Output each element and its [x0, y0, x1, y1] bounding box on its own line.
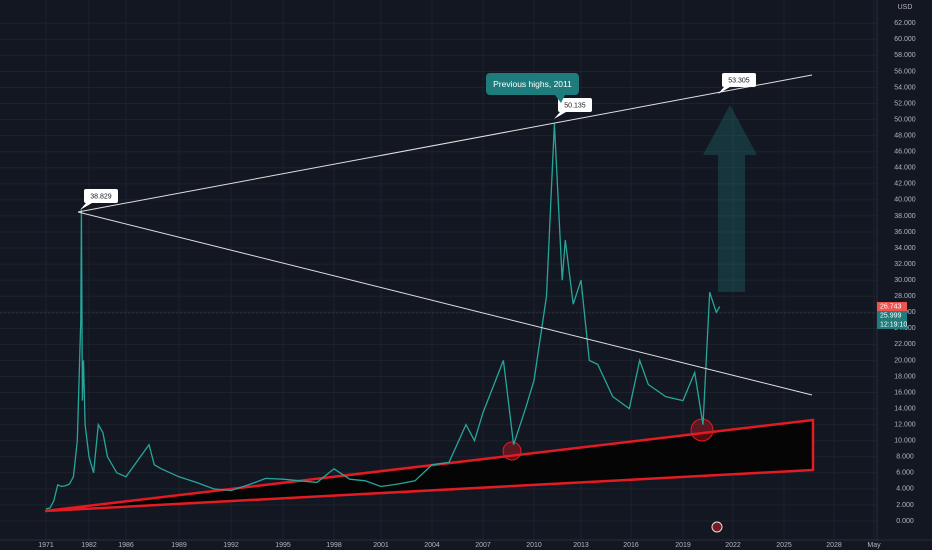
y-tick-label: 38.000: [894, 213, 916, 220]
callout-text: 38.829: [90, 193, 112, 200]
callout-tail: [555, 95, 565, 103]
y-tick-label: 54.000: [894, 84, 916, 91]
x-tick-label: 2007: [475, 542, 491, 549]
price-label-box: [877, 311, 907, 320]
y-tick-label: 28.000: [894, 293, 916, 300]
callout-box: [486, 73, 579, 95]
y-tick-label: 40.000: [894, 197, 916, 204]
resistance-line: [77, 74, 813, 213]
y-tick-label: 60.000: [894, 36, 916, 43]
trend-line: [77, 211, 813, 396]
y-tick-label: 2.000: [896, 502, 914, 509]
y-tick-label: 4.000: [896, 486, 914, 493]
y-tick-label: 50.000: [894, 116, 916, 123]
y-tick-label: 30.000: [894, 277, 916, 284]
callout: 50.135: [554, 98, 592, 119]
x-tick-label: 1992: [223, 542, 239, 549]
touch-circle: [502, 441, 522, 461]
y-tick-label: 48.000: [894, 133, 916, 140]
y-tick-label: 42.000: [894, 181, 916, 188]
callout-tail: [718, 87, 730, 94]
y-tick-label: 32.000: [894, 261, 916, 268]
callout: 53.305: [718, 73, 756, 94]
y-tick-label: 52.000: [894, 100, 916, 107]
callout-text: 53.305: [728, 77, 750, 84]
y-axis: 0.000 2.000 4.000 6.000 8.000 10.000 12.000 14.…: [38, 20, 916, 549]
support-line: [44, 419, 814, 512]
y-tick-label: 10.000: [894, 438, 916, 445]
callout-tail: [554, 112, 566, 119]
x-tick-label: 1986: [118, 542, 134, 549]
y-tick-label: 14.000: [894, 405, 916, 412]
y-tick-label: 56.000: [894, 68, 916, 75]
y-tick-label: 8.000: [896, 454, 914, 461]
callout-box: [558, 98, 592, 112]
price-label-box: [877, 320, 907, 329]
y-tick-label: 16.000: [894, 389, 916, 396]
x-tick-label: 2001: [373, 542, 389, 549]
target-arrow: [703, 105, 757, 292]
callout-box: [84, 189, 118, 203]
y-tick-label: 34.000: [894, 245, 916, 252]
x-tick-label: 2028: [826, 542, 842, 549]
y-tick-label: 12.000: [894, 421, 916, 428]
x-tick-label: 1998: [326, 542, 342, 549]
x-tick-label: 1995: [275, 542, 291, 549]
price-line: [45, 123, 721, 510]
y-tick-label: 6.000: [896, 470, 914, 477]
callout: 38.829: [80, 189, 118, 210]
y-tick-label: 18.000: [894, 373, 916, 380]
callout-text: 50.135: [564, 102, 586, 109]
countdown-label: 12:19:10: [880, 321, 907, 328]
x-tick-label: 1982: [81, 542, 97, 549]
x-tick-label: 2010: [526, 542, 542, 549]
callout-tail: [80, 203, 92, 210]
price-label-box: [877, 302, 907, 311]
y-tick-label: 44.000: [894, 165, 916, 172]
y-tick-label: 58.000: [894, 52, 916, 59]
x-tick-label: 2022: [725, 542, 741, 549]
x-tick-label: 2016: [623, 542, 639, 549]
grid: [0, 0, 877, 540]
unit-label: USD: [898, 4, 913, 11]
callout-text: Previous highs, 2011: [493, 79, 572, 89]
y-tick-label: 46.000: [894, 149, 916, 156]
y-tick-label: 20.000: [894, 357, 916, 364]
y-tick-label: 22.000: [894, 341, 916, 348]
x-tick-label: 2025: [776, 542, 792, 549]
y-tick-label: 36.000: [894, 229, 916, 236]
y-tick-label: 0.000: [896, 518, 914, 525]
price-label: 26.743: [880, 303, 902, 310]
series: [45, 123, 721, 510]
callout: Previous highs, 2011: [486, 73, 579, 103]
x-tick-label: 2004: [424, 542, 440, 549]
x-tick-label: 2019: [675, 542, 691, 549]
callout-box: [722, 73, 756, 87]
x-tick-label: 1971: [38, 542, 54, 549]
x-tick-label: 1989: [171, 542, 187, 549]
y-tick-label: 62.000: [894, 20, 916, 27]
price-label: 25.999: [880, 312, 902, 319]
x-tick-label: 2013: [573, 542, 589, 549]
x-tick-label: May: [867, 542, 881, 549]
event-icon[interactable]: [711, 521, 723, 533]
